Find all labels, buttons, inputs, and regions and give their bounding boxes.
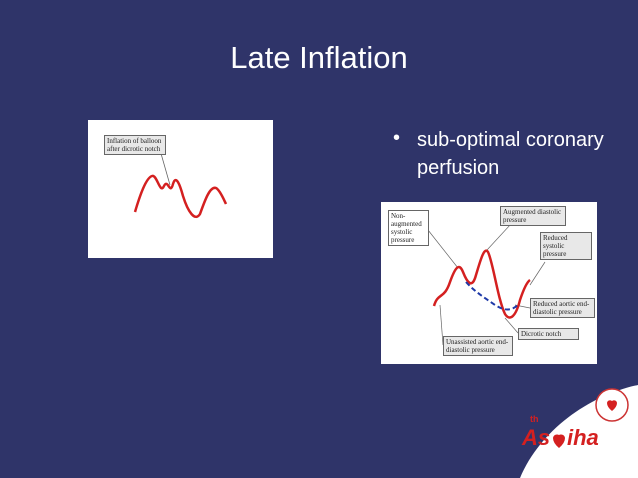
pointer	[159, 149, 171, 186]
logo-name-start: As	[522, 425, 551, 450]
pointers	[427, 224, 546, 346]
figure-label: Reduced aortic end-diastolic pressure	[530, 298, 595, 318]
baseline-curve	[465, 281, 519, 311]
figure-label: Augmented diastolic pressure	[500, 206, 566, 226]
bullet-text: sub-optimal coronary perfusion	[417, 129, 604, 179]
logo-heart	[607, 400, 617, 411]
logo-name-end: iha	[567, 425, 599, 450]
figure-label: Dicrotic notch	[518, 328, 579, 340]
figure-label: Inflation of balloon after dicrotic notc…	[104, 135, 166, 155]
pressure-curve	[133, 174, 228, 219]
logo-heart	[553, 434, 565, 448]
logo-dates: April 15 - 17, 2016	[557, 454, 623, 463]
figure-label: Unassisted aortic end-diastolic pressure	[443, 336, 513, 356]
pressure-curve	[432, 249, 531, 319]
figure-label: Non-augmented systolic pressure	[388, 210, 429, 246]
logo-ordinal: th	[530, 414, 539, 424]
logo-venue: The Ritz-Carlton Hotel, Jakarta	[526, 465, 636, 474]
slide-title: Late Inflation	[230, 40, 408, 75]
figure-label: Reduced systolic pressure	[540, 232, 592, 260]
bullet-dot: •	[393, 127, 401, 149]
